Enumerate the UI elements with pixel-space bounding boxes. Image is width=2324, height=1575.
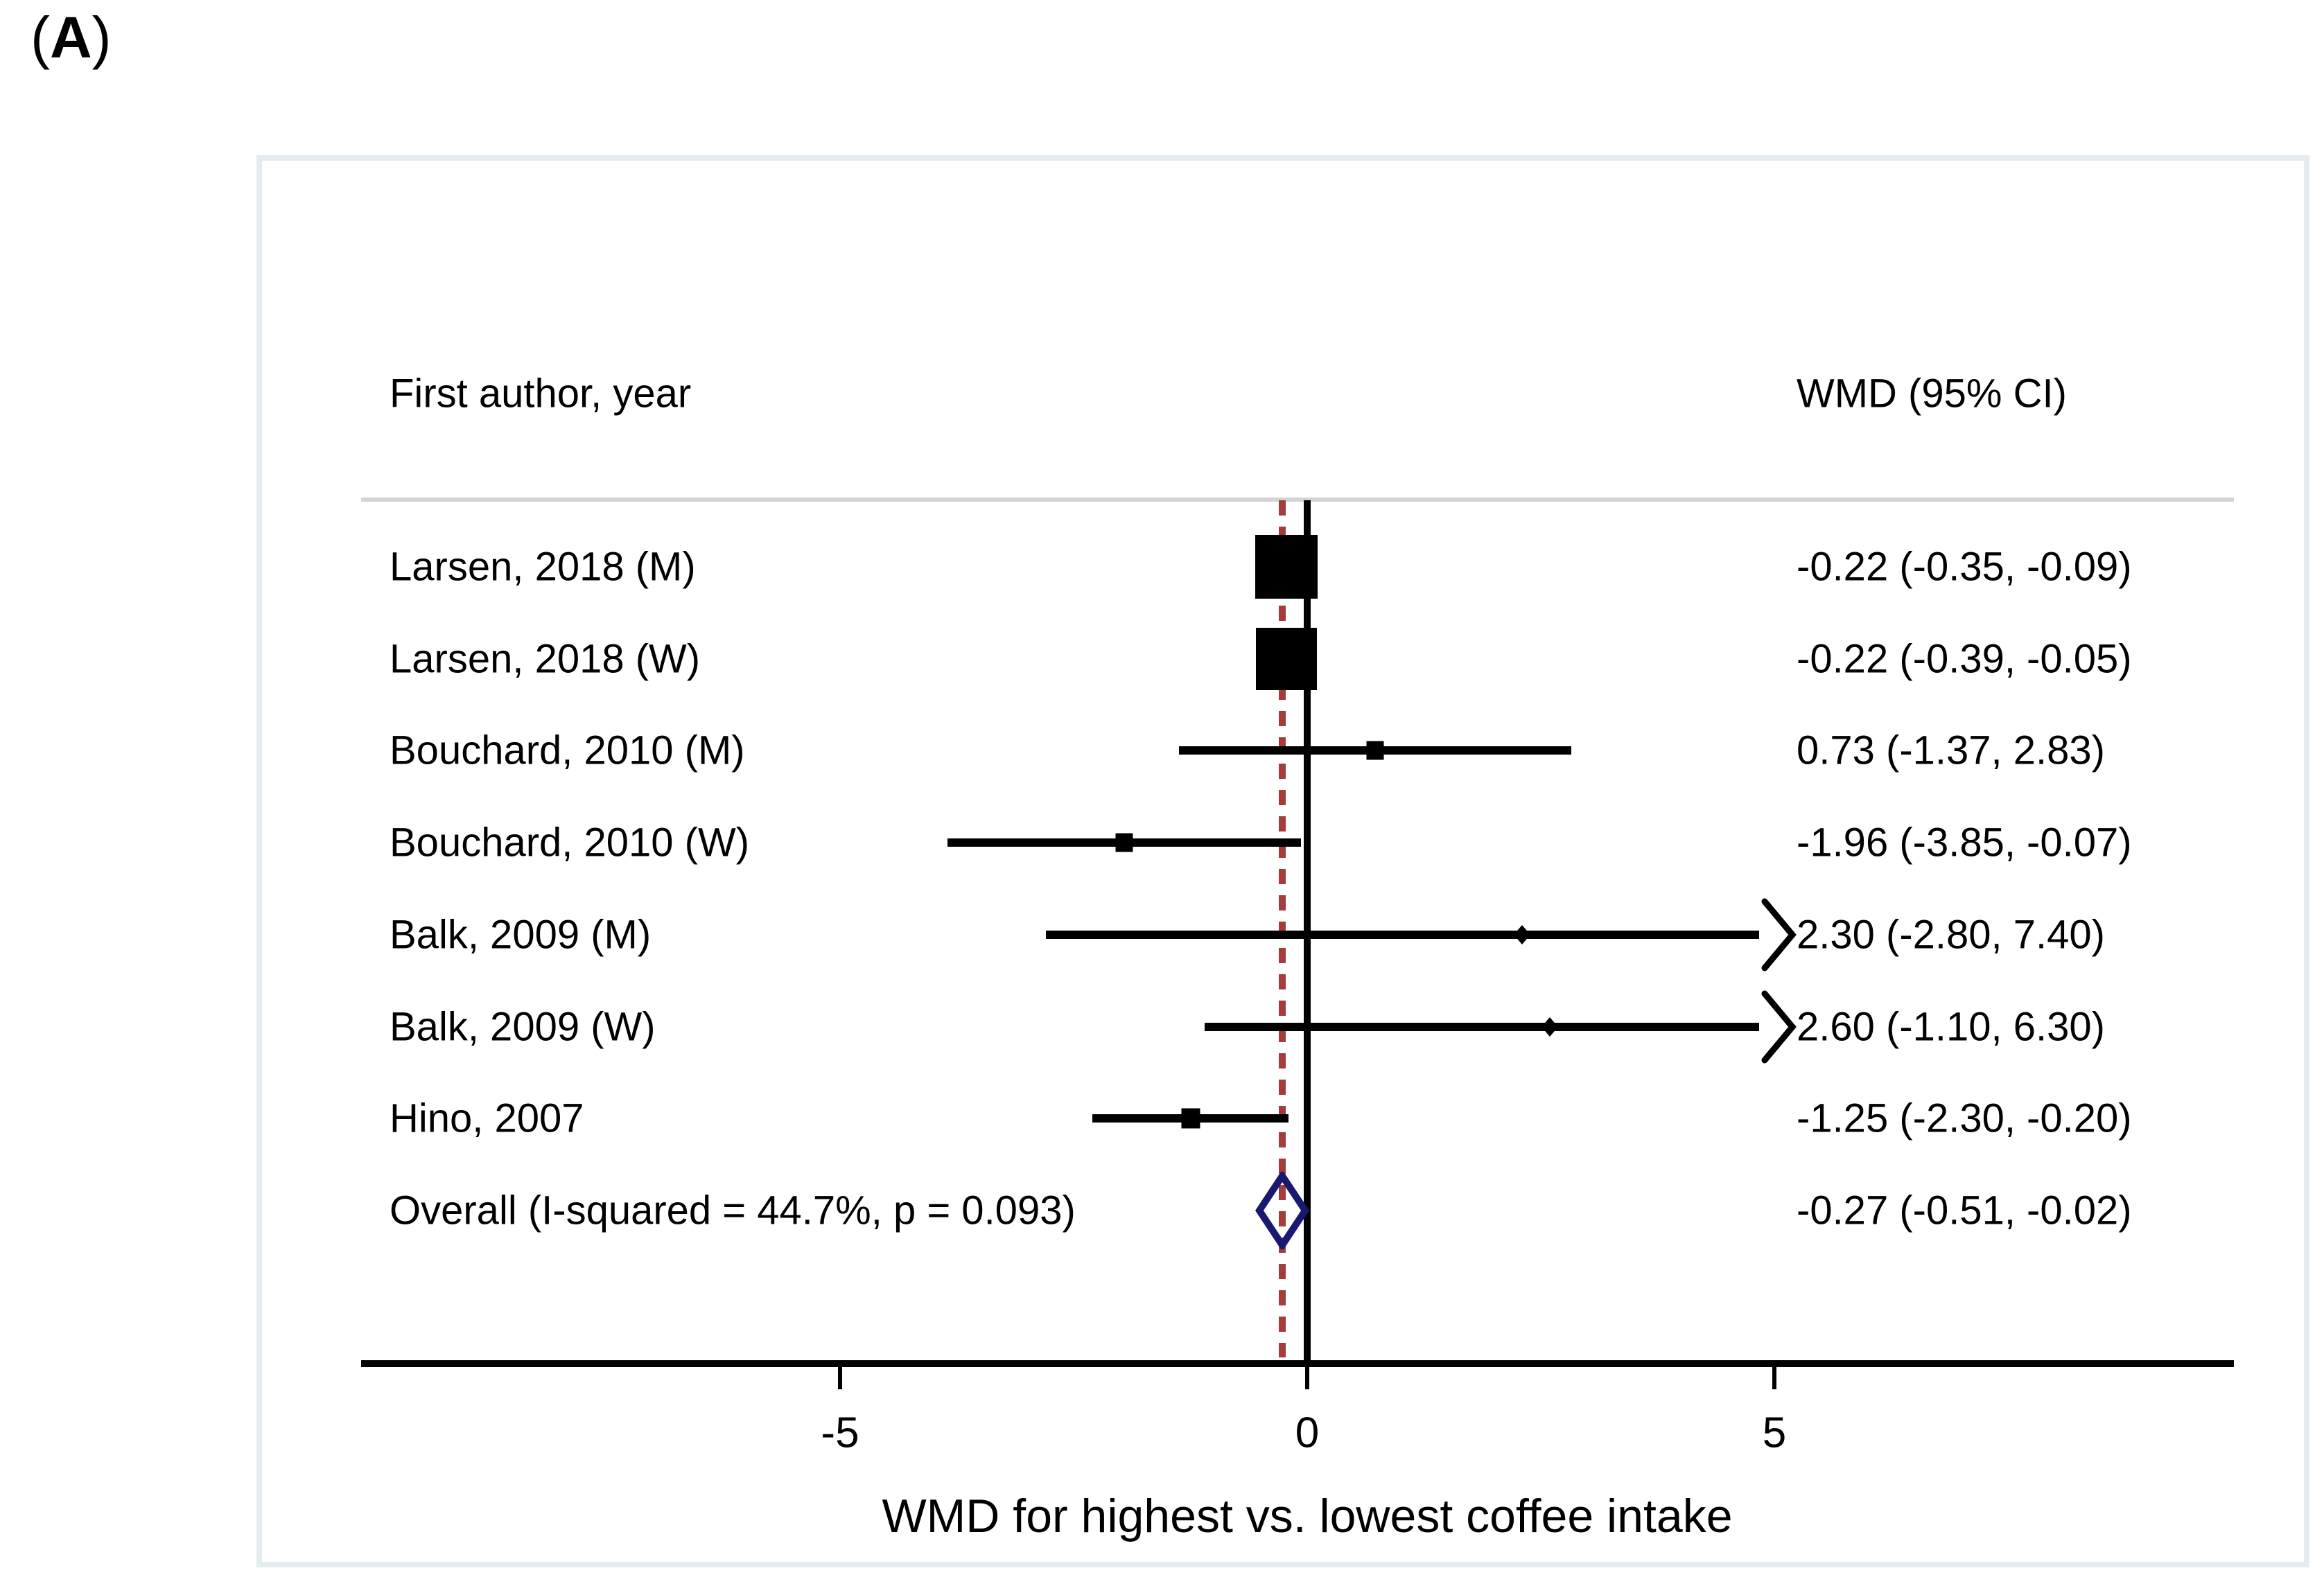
ci-clipped-arrow-icon [1761, 990, 1797, 1063]
panel-label: (A) [30, 6, 112, 69]
study-label: Balk, 2009 (W) [390, 1004, 656, 1049]
column-header-left: First author, year [390, 371, 692, 416]
study-label: Bouchard, 2010 (M) [390, 728, 745, 773]
point-estimate-marker [1115, 833, 1133, 852]
point-estimate-marker [1541, 1017, 1559, 1037]
header-divider [361, 498, 2234, 502]
null-effect-line [1304, 500, 1311, 1360]
point-estimate-marker [1181, 1108, 1200, 1129]
ci-value: -1.25 (-2.30, -0.20) [1797, 1096, 2132, 1141]
ci-line [1204, 1022, 1759, 1031]
x-axis-tick-label: -5 [821, 1409, 859, 1457]
point-estimate-marker [1255, 535, 1318, 599]
point-estimate-marker [1366, 741, 1384, 760]
study-label: Larsen, 2018 (M) [390, 544, 696, 590]
x-axis-tick [1305, 1360, 1309, 1389]
ci-value: 2.30 (-2.80, 7.40) [1797, 912, 2105, 958]
x-axis-tick-label: 0 [1295, 1409, 1320, 1457]
overall-diamond [1255, 1171, 1310, 1249]
study-label: Hino, 2007 [390, 1096, 584, 1141]
x-axis-title: WMD for highest vs. lowest coffee intake [882, 1490, 1733, 1542]
x-axis-tick [1772, 1360, 1776, 1389]
x-axis-line [361, 1360, 2234, 1367]
overall-ci-value: -0.27 (-0.51, -0.02) [1797, 1188, 2132, 1233]
study-label: Balk, 2009 (M) [390, 912, 652, 958]
ci-value: -0.22 (-0.35, -0.09) [1797, 544, 2132, 590]
panel-label-letter: A [49, 5, 92, 70]
ci-value: -0.22 (-0.39, -0.05) [1797, 636, 2132, 682]
forest-plot: First author, year WMD (95% CI) Larsen, … [256, 155, 2309, 1567]
study-label: Larsen, 2018 (W) [390, 636, 701, 682]
ci-value: 2.60 (-1.10, 6.30) [1797, 1004, 2105, 1049]
x-axis-tick [838, 1360, 842, 1389]
pooled-estimate-dashed-line [1278, 500, 1286, 1357]
point-estimate-marker [1514, 924, 1531, 944]
ci-value: -1.96 (-3.85, -0.07) [1797, 820, 2132, 865]
column-header-right: WMD (95% CI) [1797, 371, 2067, 416]
x-axis-tick-label: 5 [1762, 1409, 1787, 1457]
point-estimate-marker [1256, 627, 1318, 690]
study-label: Bouchard, 2010 (W) [390, 820, 750, 865]
ci-value: 0.73 (-1.37, 2.83) [1797, 728, 2105, 773]
ci-clipped-arrow-icon [1761, 898, 1797, 971]
panel-label-close: ) [91, 5, 112, 70]
ci-line [1045, 930, 1759, 939]
overall-label: Overall (I-squared = 44.7%, p = 0.093) [390, 1188, 1076, 1233]
panel-label-open: ( [30, 5, 50, 70]
